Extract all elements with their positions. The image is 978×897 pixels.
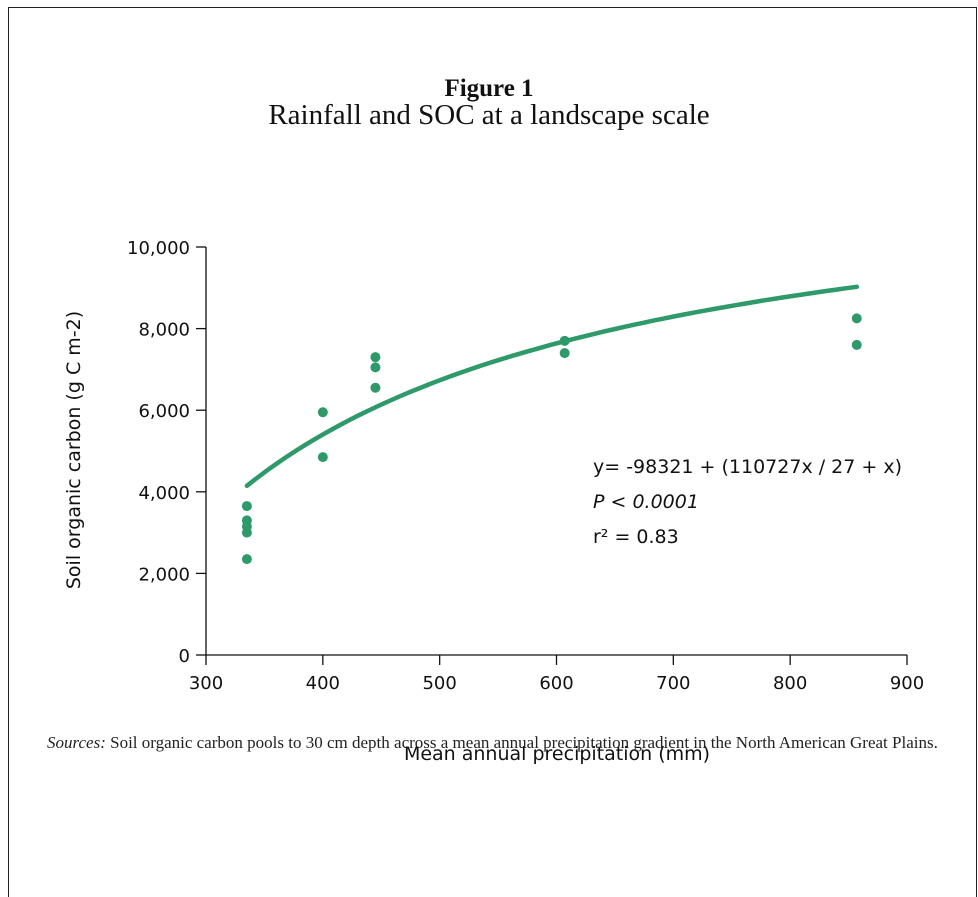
fit-curve [244, 284, 860, 489]
x-axis-ticks: 300 400 500 600 700 800 900 [189, 655, 924, 694]
figure-label: Figure 1 [444, 75, 534, 102]
x-tick-label: 400 [306, 673, 340, 694]
data-point [851, 339, 862, 350]
x-axis-label: Mean annual precipitation (mm) [404, 743, 710, 765]
data-point [317, 452, 328, 463]
data-point [559, 335, 570, 346]
y-tick-label: 6,000 [138, 401, 190, 422]
sources-label: Sources: [47, 733, 106, 752]
data-point [241, 554, 252, 565]
data-point [370, 382, 381, 393]
y-tick-label: 4,000 [138, 483, 190, 504]
y-tick-label: 8,000 [138, 320, 190, 341]
x-tick-label: 900 [890, 673, 924, 694]
y-tick-label: 10,000 [127, 238, 190, 259]
data-point [241, 527, 252, 538]
data-points [241, 313, 862, 565]
x-tick-label: 500 [422, 673, 456, 694]
chart-axes [205, 247, 907, 656]
r-squared-annotation: r² = 0.83 [593, 526, 679, 548]
x-tick-label: 600 [539, 673, 573, 694]
x-tick-label: 700 [656, 673, 690, 694]
y-axis-ticks: 0 2,000 4,000 6,000 8,000 10,000 [127, 238, 206, 667]
figure-sources: Sources: Soil organic carbon pools to 30… [47, 729, 962, 757]
x-tick-label: 800 [773, 673, 807, 694]
y-tick-label: 0 [179, 646, 190, 667]
data-point [317, 407, 328, 418]
sources-text: Soil organic carbon pools to 30 cm depth… [110, 733, 938, 752]
data-point [370, 362, 381, 373]
p-value-annotation: P < 0.0001 [593, 491, 699, 513]
equation-annotation: y= -98321 + (110727x / 27 + x) [593, 456, 902, 478]
data-point [851, 313, 862, 324]
figure-frame-right [976, 7, 977, 897]
x-tick-label: 300 [189, 673, 223, 694]
data-point [559, 348, 570, 359]
data-point [370, 352, 381, 363]
figure-frame-left [8, 7, 9, 897]
data-point [241, 501, 252, 512]
figure-title: Rainfall and SOC at a landscape scale [268, 99, 710, 131]
y-tick-label: 2,000 [138, 564, 190, 585]
y-axis-label: Soil organic carbon (g C m-2) [63, 311, 85, 589]
figure-frame-top [8, 7, 977, 8]
